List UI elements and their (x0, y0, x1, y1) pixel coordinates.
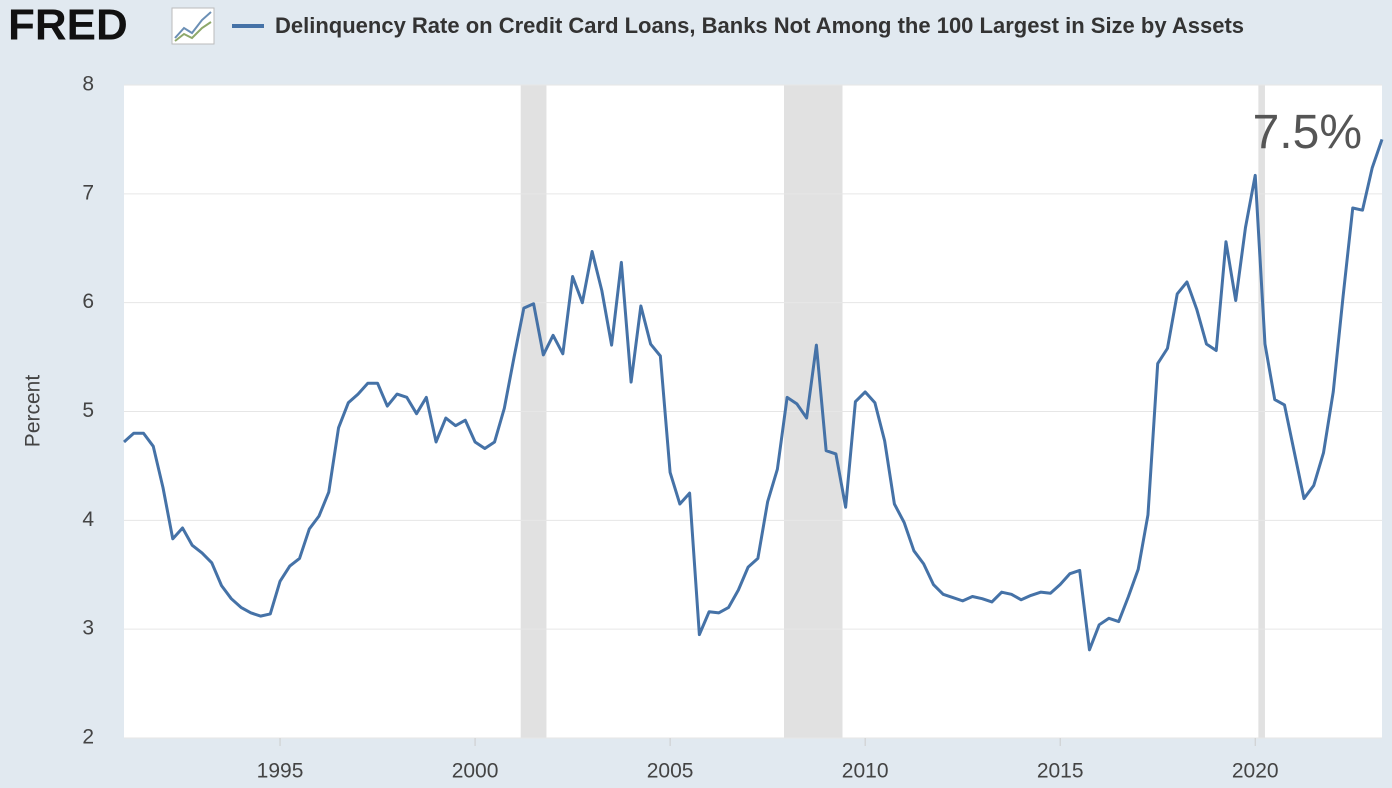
y-tick-label: 3 (82, 617, 94, 640)
y-tick-label: 4 (82, 508, 94, 531)
y-tick-label: 8 (82, 73, 94, 96)
annotation: 7.5% (1253, 106, 1362, 159)
legend-label: Delinquency Rate on Credit Card Loans, B… (275, 13, 1244, 38)
y-axis-label: Percent (22, 375, 45, 448)
logo-icon (171, 7, 215, 45)
x-tick-label: 1995 (257, 760, 304, 783)
y-tick-label: 7 (82, 181, 94, 204)
y-tick-label: 2 (82, 726, 94, 749)
logo: FRED (8, 1, 128, 50)
y-tick-label: 6 (82, 290, 94, 313)
x-tick-label: 2020 (1232, 760, 1279, 783)
data-line (123, 138, 1384, 652)
y-tick-label: 5 (82, 399, 94, 422)
x-tick-label: 2010 (842, 760, 889, 783)
x-tick-label: 2015 (1037, 760, 1084, 783)
x-tick-label: 2005 (647, 760, 694, 783)
x-tick-label: 2000 (452, 760, 499, 783)
